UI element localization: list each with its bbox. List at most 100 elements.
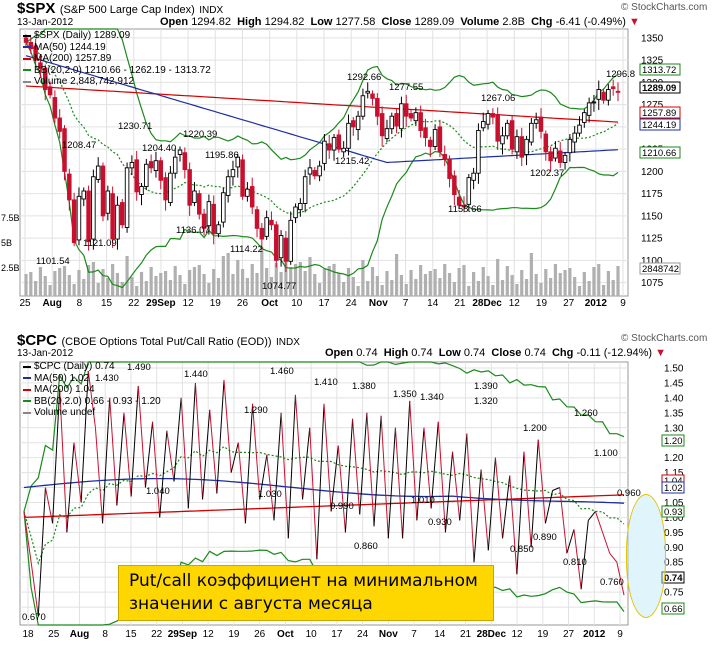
spx-candle-body xyxy=(615,90,621,93)
spx-candle-body xyxy=(591,101,597,104)
cpc-ohlc: Open 0.74 High 0.74 Low 0.74 Close 0.74 … xyxy=(325,347,666,359)
cpc-y-tick: 0.95 xyxy=(664,528,684,539)
spx-candle-body xyxy=(317,165,322,177)
spx-volume-bar xyxy=(188,270,192,296)
spx-y-tick: 1125 xyxy=(641,234,663,245)
spx-candle-body xyxy=(567,138,573,154)
cpc-x-tick: 12 xyxy=(203,629,215,640)
spx-candle-body xyxy=(480,121,486,129)
cpc-last-value-tag xyxy=(661,602,685,615)
spx-volume-bar xyxy=(337,273,341,296)
cpc-price-segment xyxy=(80,370,89,503)
cpc-price-segment xyxy=(387,427,396,539)
legend-item: MA(200) 1.04 xyxy=(23,384,161,396)
spx-volume-bar xyxy=(202,274,206,296)
spx-volume-axis-label: 5B xyxy=(1,238,12,248)
spx-candle-body xyxy=(586,102,592,116)
spx-volume-label: Volume xyxy=(460,16,500,28)
spx-volume-bar xyxy=(207,283,211,296)
spx-candle-body xyxy=(192,190,197,203)
spx-ma200 xyxy=(25,85,619,123)
cpc-price-segment xyxy=(302,427,311,500)
spx-volume-bar xyxy=(221,256,225,296)
spx-volume-bar xyxy=(486,276,490,296)
spx-candle-body xyxy=(23,37,29,43)
spx-volume-bar xyxy=(96,283,100,296)
spx-volume-bar xyxy=(29,272,33,296)
cpc-price-segment xyxy=(444,451,454,533)
spx-volume-bar xyxy=(265,268,269,296)
spx-candle-body xyxy=(62,128,67,172)
spx-candle-body xyxy=(293,206,298,219)
cpc-point-label: 1.260 xyxy=(574,408,598,419)
cpc-x-tick: 7 xyxy=(411,629,417,640)
spx-volume-bar xyxy=(212,269,216,296)
spx-candle-body xyxy=(52,97,58,119)
spx-candle-body xyxy=(81,190,87,200)
spx-volume-bar xyxy=(476,281,481,296)
spx-volume-bar xyxy=(549,278,553,296)
cpc-point-label: 0.890 xyxy=(533,532,557,543)
spx-volume-bar xyxy=(496,259,500,296)
cpc-price-segment xyxy=(152,421,161,518)
spx-volume-bar xyxy=(520,270,524,296)
spx-chg-arrow-icon: ▼ xyxy=(628,16,640,28)
spx-low-value: 1277.58 xyxy=(335,16,376,28)
cpc-point-label: 0.850 xyxy=(510,544,534,555)
spx-volume-bar xyxy=(419,265,423,296)
spx-volume-bar xyxy=(332,264,336,296)
spx-volume-bar xyxy=(317,283,322,296)
cpc-y-tick: 0.75 xyxy=(664,588,684,599)
legend-text: MA(200) 1.04 xyxy=(34,384,95,395)
spx-volume-bar xyxy=(289,267,293,296)
spx-candle-body xyxy=(346,122,351,149)
cpc-price-segment xyxy=(530,439,539,548)
spx-volume-bar xyxy=(111,264,115,296)
spx-volume-bar xyxy=(563,270,567,296)
spx-volume-bar xyxy=(616,266,620,296)
spx-volume-bar xyxy=(399,275,404,296)
spx-candle-body xyxy=(259,227,265,240)
legend-text: MA(200) 1257.89 xyxy=(34,53,112,64)
spx-candle-body xyxy=(144,163,149,187)
spx-candle-body xyxy=(47,86,53,96)
spx-point-label: 1158.66 xyxy=(448,204,482,215)
cpc-x-tick: 2012 xyxy=(583,629,606,640)
spx-candle-body xyxy=(423,127,428,139)
cpc-last-value-tag xyxy=(661,434,685,447)
legend-swatch xyxy=(23,400,31,403)
spx-candle-body xyxy=(533,119,539,124)
cpc-point-label: 1.390 xyxy=(474,381,498,392)
spx-candle-body xyxy=(283,237,289,262)
spx-volume-bar xyxy=(409,270,413,296)
cpc-price-segment xyxy=(123,412,132,497)
legend-item: MA(50) 1.02 xyxy=(23,373,161,385)
cpc-price-segment xyxy=(616,562,625,596)
cpc-price-segment xyxy=(602,532,611,554)
spx-x-tick: 28Dec xyxy=(472,298,502,309)
cpc-price-segment xyxy=(180,397,189,509)
spx-x-tick: 24 xyxy=(346,298,358,309)
legend-item: Volume 2,848,742,912 xyxy=(23,76,211,88)
spx-volume-bar xyxy=(274,263,278,296)
spx-volume-bar xyxy=(62,266,67,296)
spx-last-value-tag xyxy=(639,118,681,131)
spx-candle-body xyxy=(71,199,77,244)
cpc-price-segment xyxy=(59,388,68,533)
spx-y-tick: 1350 xyxy=(641,33,664,44)
cpc-point-label: 1.340 xyxy=(420,392,444,403)
spx-volume-bar xyxy=(395,254,399,296)
cpc-x-tick: 22 xyxy=(151,629,163,640)
cpc-point-label: 1.460 xyxy=(270,366,294,377)
spx-candle-body xyxy=(351,120,356,128)
spx-volume-bar xyxy=(231,274,235,296)
spx-volume-bar xyxy=(361,260,365,296)
spx-candle-body xyxy=(28,41,34,50)
spx-volume-bar xyxy=(216,278,221,296)
spx-point-label: 1204.40 xyxy=(142,143,176,154)
legend-text: MA(50) 1.02 xyxy=(34,372,90,384)
cpc-price-segment xyxy=(430,421,439,509)
cpc-price-segment xyxy=(359,412,368,515)
cpc-price-segment xyxy=(523,451,532,548)
legend-text: BB(20,2.0) 1210.66 - 1262.19 - 1313.72 xyxy=(34,64,211,76)
